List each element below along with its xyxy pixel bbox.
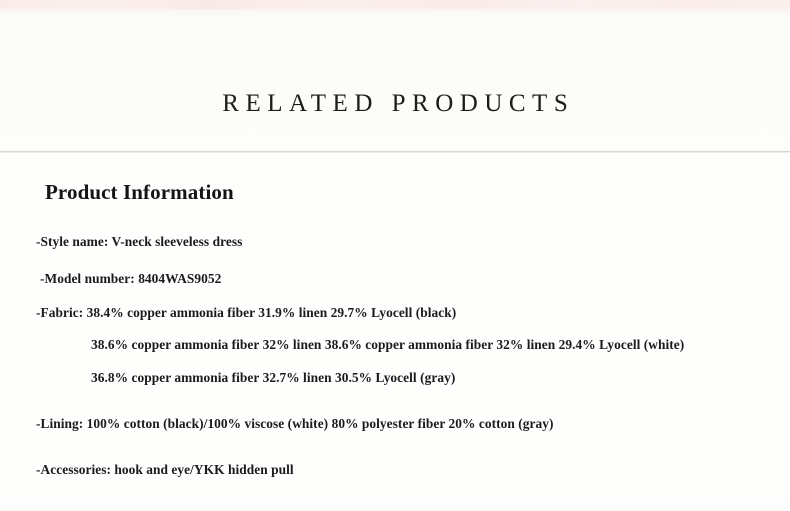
info-line-fabric-gray: 36.8% copper ammonia fiber 32.7% linen 3…	[91, 370, 456, 385]
section-divider	[0, 151, 790, 152]
info-line-style-name: -Style name: V-neck sleeveless dress	[36, 234, 243, 249]
info-line-fabric-black: -Fabric: 38.4% copper ammonia fiber 31.9…	[36, 305, 457, 320]
info-line-model-number: -Model number: 8404WAS9052	[40, 271, 222, 286]
product-information-section: Product Information -Style name: V-neck …	[0, 153, 790, 511]
product-information-heading: Product Information	[45, 180, 234, 204]
info-line-fabric-white: 38.6% copper ammonia fiber 32% linen 38.…	[91, 337, 685, 352]
info-line-accessories: -Accessories: hook and eye/YKK hidden pu…	[36, 462, 294, 477]
top-gradient-strip	[0, 0, 790, 16]
related-products-banner: RELATED PRODUCTS	[0, 16, 790, 152]
section-divider-shadow	[0, 152, 790, 153]
info-line-lining: -Lining: 100% cotton (black)/100% viscos…	[36, 416, 554, 431]
related-products-title: RELATED PRODUCTS	[222, 90, 575, 117]
bottom-fade	[0, 497, 790, 511]
